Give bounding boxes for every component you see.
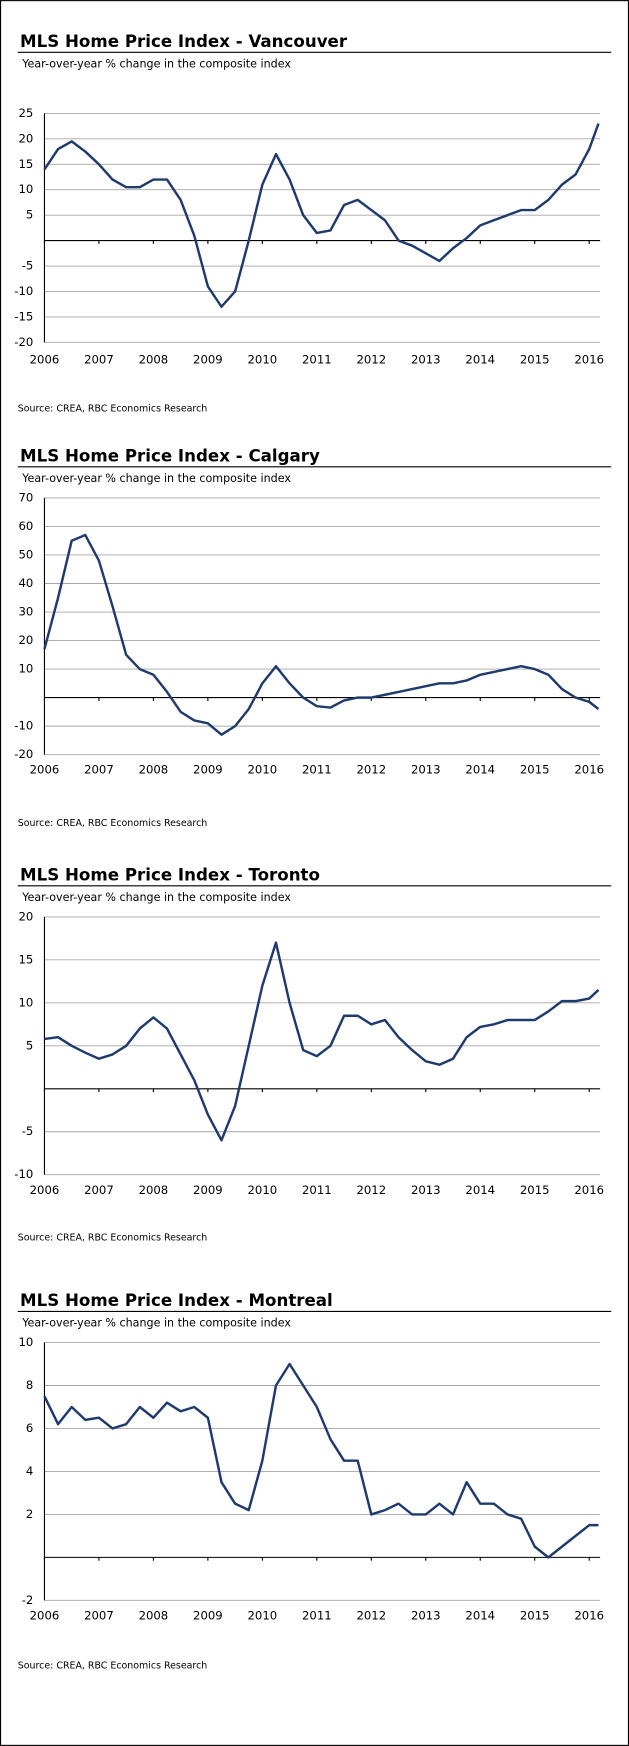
x-tick-label: 2014 bbox=[465, 353, 495, 367]
source-note: Source: CREA, RBC Economics Research bbox=[18, 1660, 208, 1671]
chart-title: MLS Home Price Index - Vancouver bbox=[20, 32, 348, 51]
y-tick-label: 10 bbox=[18, 1335, 33, 1349]
x-tick-label: 2013 bbox=[411, 1183, 441, 1197]
x-tick-label: 2012 bbox=[356, 763, 386, 777]
y-tick-label: -10 bbox=[14, 719, 33, 733]
x-tick-label: 2011 bbox=[302, 1608, 332, 1622]
y-tick-label: 50 bbox=[18, 547, 33, 561]
x-tick-label: 2013 bbox=[411, 1608, 441, 1622]
chart-subtitle: Year-over-year % change in the composite… bbox=[21, 472, 291, 485]
source-note: Source: CREA, RBC Economics Research bbox=[18, 404, 208, 415]
data-line bbox=[43, 123, 600, 308]
y-tick-label: 10 bbox=[18, 182, 33, 196]
x-tick-label: 2012 bbox=[356, 1608, 386, 1622]
x-tick-label: 2009 bbox=[193, 763, 223, 777]
y-tick-label: -5 bbox=[22, 259, 34, 273]
chart-title: MLS Home Price Index - Calgary bbox=[20, 446, 320, 465]
x-tick-label: 2013 bbox=[411, 353, 441, 367]
x-tick-label: 2015 bbox=[520, 763, 550, 777]
x-tick-label: 2011 bbox=[302, 353, 332, 367]
y-tick-label: 2 bbox=[26, 1507, 33, 1521]
y-tick-label: 6 bbox=[26, 1421, 33, 1435]
y-tick-label: 60 bbox=[18, 519, 33, 533]
y-tick-label: 20 bbox=[18, 909, 33, 923]
x-tick-label: 2016 bbox=[574, 1608, 604, 1622]
x-tick-label: 2008 bbox=[139, 1608, 169, 1622]
y-tick-label: -20 bbox=[14, 747, 33, 761]
x-tick-label: 2006 bbox=[30, 1183, 60, 1197]
x-tick-label: 2007 bbox=[84, 1608, 114, 1622]
x-tick-label: 2016 bbox=[574, 1183, 604, 1197]
y-tick-label: -5 bbox=[22, 1124, 34, 1138]
source-note: Source: CREA, RBC Economics Research bbox=[18, 818, 208, 829]
x-tick-label: 2006 bbox=[30, 763, 60, 777]
x-tick-label: 2015 bbox=[520, 1608, 550, 1622]
x-tick-label: 2010 bbox=[248, 1608, 278, 1622]
y-tick-label: -20 bbox=[14, 335, 33, 349]
y-tick-label: 25 bbox=[18, 106, 33, 120]
x-tick-label: 2014 bbox=[465, 763, 495, 777]
x-tick-label: 2015 bbox=[520, 1183, 550, 1197]
x-tick-label: 2012 bbox=[356, 1183, 386, 1197]
chart-subtitle: Year-over-year % change in the composite… bbox=[21, 891, 291, 904]
x-tick-label: 2014 bbox=[465, 1608, 495, 1622]
y-tick-label: 4 bbox=[26, 1464, 33, 1478]
x-tick-label: 2016 bbox=[574, 353, 604, 367]
x-tick-label: 2009 bbox=[193, 1608, 223, 1622]
y-tick-label: 40 bbox=[18, 576, 33, 590]
x-tick-label: 2011 bbox=[302, 763, 332, 777]
data-line bbox=[43, 1362, 599, 1559]
y-tick-label: 8 bbox=[26, 1378, 33, 1392]
y-tick-label: 70 bbox=[18, 490, 33, 504]
data-line bbox=[43, 533, 600, 736]
x-tick-label: 2010 bbox=[248, 353, 278, 367]
x-tick-label: 2009 bbox=[193, 353, 223, 367]
x-tick-label: 2010 bbox=[248, 1183, 278, 1197]
x-tick-label: 2007 bbox=[84, 353, 114, 367]
y-tick-label: 15 bbox=[18, 952, 33, 966]
x-tick-label: 2016 bbox=[574, 763, 604, 777]
x-tick-label: 2010 bbox=[248, 763, 278, 777]
x-tick-label: 2007 bbox=[84, 1183, 114, 1197]
y-tick-label: 5 bbox=[26, 1038, 33, 1052]
x-tick-label: 2013 bbox=[411, 763, 441, 777]
y-tick-label: -10 bbox=[14, 1167, 33, 1181]
x-tick-label: 2014 bbox=[465, 1183, 495, 1197]
x-tick-label: 2008 bbox=[139, 353, 169, 367]
y-tick-label: 10 bbox=[18, 662, 33, 676]
x-tick-label: 2012 bbox=[356, 353, 386, 367]
x-tick-label: 2006 bbox=[30, 353, 60, 367]
x-tick-label: 2008 bbox=[139, 763, 169, 777]
x-tick-label: 2011 bbox=[302, 1183, 332, 1197]
x-tick-label: 2007 bbox=[84, 763, 114, 777]
chart-title: MLS Home Price Index - Montreal bbox=[20, 1291, 333, 1310]
data-line bbox=[44, 941, 600, 1142]
chart-subtitle: Year-over-year % change in the composite… bbox=[21, 58, 291, 71]
y-tick-label: -2 bbox=[22, 1593, 34, 1607]
y-tick-label: 20 bbox=[18, 633, 33, 647]
y-tick-label: 20 bbox=[18, 131, 33, 145]
x-tick-label: 2008 bbox=[139, 1183, 169, 1197]
source-note: Source: CREA, RBC Economics Research bbox=[18, 1233, 208, 1244]
y-tick-label: -15 bbox=[14, 309, 33, 323]
y-tick-label: 30 bbox=[18, 605, 33, 619]
chart-subtitle: Year-over-year % change in the composite… bbox=[21, 1317, 291, 1330]
y-tick-label: 5 bbox=[26, 208, 33, 222]
x-tick-label: 2009 bbox=[193, 1183, 223, 1197]
x-tick-label: 2015 bbox=[520, 353, 550, 367]
y-tick-label: -10 bbox=[14, 284, 33, 298]
y-tick-label: 10 bbox=[18, 995, 33, 1009]
y-tick-label: 15 bbox=[18, 157, 33, 171]
chart-title: MLS Home Price Index - Toronto bbox=[20, 865, 320, 884]
x-tick-label: 2006 bbox=[30, 1608, 60, 1622]
